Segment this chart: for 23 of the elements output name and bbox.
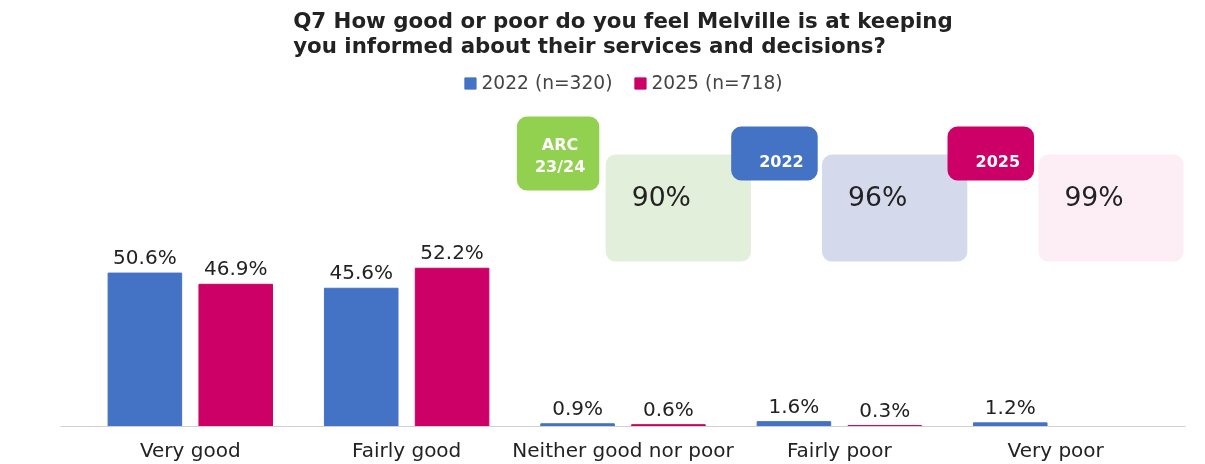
text: 90% [631, 180, 691, 212]
text: 99% [1064, 180, 1124, 212]
x-tick-label: Fairly poor [786, 437, 893, 462]
data-label: 50.6% [113, 245, 177, 270]
chart-title: Q7 How good or poor do you feel Melville is at keeping you informed about their services and decisions? [293, 7, 953, 58]
text: 2022 [759, 151, 804, 171]
legend-label: 2025 (n=718) [651, 72, 783, 93]
x-tick-label: Very good [139, 437, 241, 462]
data-label: 0.3% [859, 397, 911, 422]
legend-label: 2022 (n=320) [481, 72, 613, 93]
x-tick-label: Very poor [1007, 437, 1105, 462]
data-label: 0.6% [643, 396, 694, 421]
data-label: 45.6% [329, 260, 393, 285]
data-label: 1.6% [768, 393, 820, 418]
data-label: 1.2% [984, 394, 1036, 419]
data-label: 52.2% [420, 240, 484, 265]
text: 96% [848, 180, 908, 212]
text: 2025 [975, 151, 1021, 171]
text: ARC 23/24 [534, 134, 586, 177]
data-label: 46.9% [203, 256, 268, 281]
x-tick-label: Neither good nor poor [512, 437, 735, 462]
x-tick-label: Fairly good [352, 437, 462, 462]
data-label: 0.9% [552, 395, 603, 420]
